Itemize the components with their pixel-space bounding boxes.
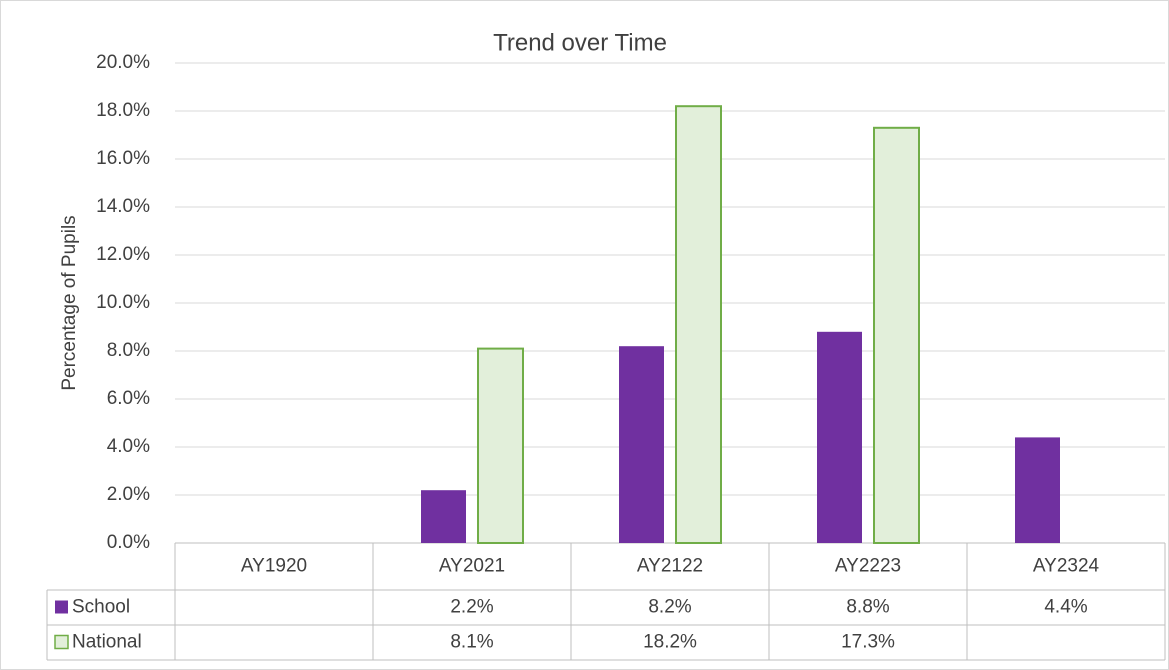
x-tick-label: AY2324 [1033, 556, 1100, 577]
bar [421, 490, 466, 543]
y-tick-label: 20.0% [96, 52, 150, 73]
bar [477, 347, 524, 544]
table-value: 4.4% [1044, 597, 1087, 618]
table-value: 8.8% [846, 597, 889, 618]
table-value: 18.2% [643, 632, 697, 653]
table-value: 2.2% [450, 597, 493, 618]
bar [817, 331, 862, 543]
y-tick-label: 6.0% [107, 388, 150, 409]
legend-key [55, 600, 68, 614]
y-tick-label: 8.0% [107, 340, 150, 361]
table-value: 17.3% [841, 632, 895, 653]
legend-label: School [72, 597, 130, 618]
y-tick-label: 0.0% [107, 532, 150, 553]
table-value: 8.2% [648, 597, 691, 618]
x-tick-label: AY2122 [637, 556, 703, 577]
y-tick-label: 18.0% [96, 100, 150, 121]
y-tick-label: 4.0% [107, 436, 150, 457]
x-tick-label: AY2223 [835, 556, 901, 577]
y-tick-label: 10.0% [96, 292, 150, 313]
x-tick-label: AY1920 [241, 556, 307, 577]
y-tick-label: 2.0% [107, 484, 150, 505]
bar [675, 105, 722, 544]
y-axis-title: Percentage of Pupils [59, 215, 80, 390]
bar [1015, 437, 1060, 543]
y-tick-label: 12.0% [96, 244, 150, 265]
table-value: 8.1% [450, 632, 493, 653]
chart-title: Trend over Time [493, 29, 667, 56]
legend-key [54, 634, 69, 650]
x-tick-label: AY2021 [439, 556, 505, 577]
legend-label: National [72, 632, 142, 653]
y-tick-label: 14.0% [96, 196, 150, 217]
bar [619, 346, 664, 543]
bar [873, 126, 920, 545]
y-tick-label: 16.0% [96, 148, 150, 169]
